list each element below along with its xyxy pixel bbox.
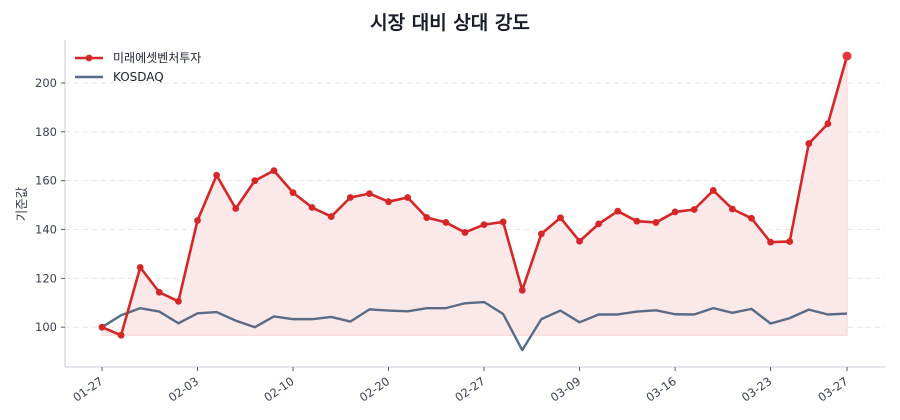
data-point-marker <box>175 297 182 305</box>
y-tick-label: 140 <box>35 223 57 237</box>
data-point-marker <box>442 219 450 226</box>
data-point-marker <box>136 263 144 271</box>
data-point-marker <box>671 208 679 216</box>
x-axis-ticks: 01-27 02-03 02-10 02-20 02-27 03-09 03-16 03-23… <box>70 367 851 405</box>
y-tick-label: 200 <box>35 76 57 90</box>
data-point-marker <box>709 187 717 194</box>
data-point-marker <box>423 214 431 221</box>
y-axis-label: 기준값 <box>14 186 29 221</box>
data-point-marker <box>557 214 564 222</box>
data-point-marker <box>213 171 221 179</box>
x-tick-label: 03-23 <box>739 374 774 405</box>
data-point-marker <box>155 288 163 296</box>
data-point-marker <box>327 213 335 220</box>
data-point-marker <box>404 194 412 201</box>
data-point-marker <box>289 189 297 197</box>
data-point-marker <box>537 230 545 238</box>
y-tick-label: 100 <box>35 320 57 334</box>
data-point-marker <box>576 237 583 245</box>
data-point-marker <box>461 229 469 236</box>
x-tick-label: 03-16 <box>643 374 678 405</box>
legend-label: 미래에셋벤처투자 <box>113 51 201 65</box>
data-point-marker <box>633 217 641 225</box>
y-tick-label: 160 <box>35 174 57 188</box>
series-line <box>101 55 849 337</box>
axes <box>64 40 885 368</box>
x-tick-label: 02-03 <box>166 374 201 405</box>
data-point-marker <box>366 190 373 198</box>
data-point-marker <box>842 51 852 61</box>
data-point-marker <box>786 238 794 245</box>
data-point-marker <box>805 140 813 147</box>
data-point-marker <box>480 221 488 229</box>
data-point-marker <box>728 205 736 213</box>
series-lines <box>98 51 852 352</box>
data-point-marker <box>98 323 106 331</box>
data-point-marker <box>518 286 526 294</box>
y-tick-label: 120 <box>35 271 57 285</box>
x-tick-label: 02-27 <box>452 374 487 405</box>
y-tick-label: 180 <box>35 125 57 139</box>
data-point-marker <box>117 331 125 339</box>
x-tick-label: 03-09 <box>548 374 583 405</box>
data-point-marker <box>194 217 201 224</box>
data-point-marker <box>614 207 622 215</box>
data-point-marker <box>748 214 755 222</box>
y-axis-ticks: 100 120 140 160 180 200 <box>35 76 65 334</box>
x-tick-label: 03-27 <box>815 374 850 405</box>
data-point-marker <box>824 120 832 128</box>
area-fill <box>101 55 848 336</box>
data-point-marker <box>251 177 259 185</box>
legend: 미래에셋벤처투자 KOSDAQ <box>75 51 201 84</box>
data-point-marker <box>346 194 354 201</box>
data-point-marker <box>767 238 774 246</box>
data-point-marker <box>232 205 240 212</box>
data-point-marker <box>270 167 278 175</box>
legend-label: KOSDAQ <box>113 70 164 84</box>
data-point-marker <box>595 220 603 228</box>
data-point-marker <box>385 198 392 206</box>
x-tick-label: 02-10 <box>261 374 296 405</box>
chart-title: 시장 대비 상대 강도 <box>370 12 530 34</box>
data-point-marker <box>499 218 507 226</box>
data-point-marker <box>690 206 698 213</box>
x-tick-label: 01-27 <box>70 374 105 405</box>
series-line <box>101 300 848 352</box>
x-tick-label: 02-20 <box>357 374 392 405</box>
data-point-marker <box>308 204 316 211</box>
data-point-marker <box>652 219 660 226</box>
